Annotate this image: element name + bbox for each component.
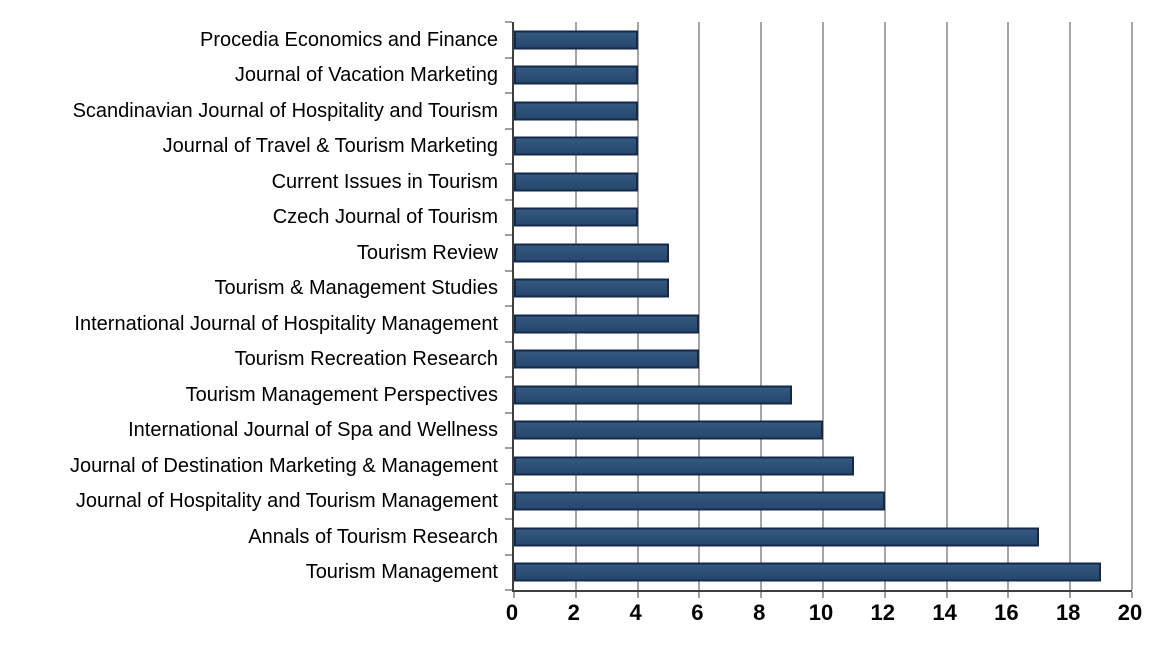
x-axis-tick-10 <box>822 592 824 598</box>
category-axis-tick <box>505 199 512 200</box>
category-axis-tick <box>505 57 512 58</box>
category-label-12: International Journal of Spa and Wellnes… <box>128 419 498 442</box>
category-label-4: Journal of Travel & Tourism Marketing <box>162 135 498 158</box>
category-label-16: Tourism Management <box>305 561 498 584</box>
category-axis-tick <box>505 412 512 413</box>
x-axis-tick-2 <box>575 592 577 598</box>
bar-2 <box>514 65 638 85</box>
category-axis-tick <box>505 447 512 449</box>
bar-16 <box>514 562 1102 582</box>
x-tick-label-2: 2 <box>567 600 580 625</box>
x-tick-label-20: 20 <box>1117 600 1143 625</box>
gridline-x-14 <box>946 22 948 590</box>
x-axis-tick-0 <box>513 592 515 598</box>
category-axis-tick <box>505 234 512 236</box>
bar-10 <box>514 349 700 369</box>
bar-12 <box>514 420 823 440</box>
x-axis-tick-14 <box>946 592 948 598</box>
gridline-x-10 <box>822 22 824 590</box>
category-axis-tick <box>505 483 512 484</box>
bar-15 <box>514 527 1040 547</box>
plot-area <box>505 21 1133 598</box>
x-tick-label-8: 8 <box>753 600 766 625</box>
bar-7 <box>514 243 669 263</box>
category-axis-tick <box>505 270 512 271</box>
gridline-x-18 <box>1069 22 1071 590</box>
category-axis-tick <box>505 163 512 165</box>
x-tick-label-6: 6 <box>691 600 704 625</box>
bar-11 <box>514 385 793 405</box>
category-label-5: Current Issues in Tourism <box>271 170 498 193</box>
category-label-2: Journal of Vacation Marketing <box>234 64 498 87</box>
category-label-1: Procedia Economics and Finance <box>200 28 498 51</box>
category-label-15: Annals of Tourism Research <box>248 525 498 548</box>
x-tick-label-18: 18 <box>1055 600 1081 625</box>
bar-1 <box>514 30 638 50</box>
bar-14 <box>514 491 885 511</box>
category-axis-tick <box>505 376 512 378</box>
x-tick-label-4: 4 <box>629 600 642 625</box>
x-axis-tick-4 <box>637 592 639 598</box>
category-label-7: Tourism Review <box>356 241 498 264</box>
gridline-x-16 <box>1007 22 1009 590</box>
x-tick-label-12: 12 <box>870 600 896 625</box>
bar-13 <box>514 456 854 476</box>
gridline-x-8 <box>760 22 762 590</box>
category-label-8: Tourism & Management Studies <box>214 277 498 300</box>
x-tick-label-16: 16 <box>994 600 1019 625</box>
bar-6 <box>514 207 638 227</box>
x-tick-label-0: 0 <box>505 600 519 625</box>
x-axis-tick-12 <box>884 592 886 598</box>
bar-5 <box>514 172 638 192</box>
bar-9 <box>514 314 700 334</box>
bar-3 <box>514 101 638 121</box>
bar-4 <box>514 136 638 156</box>
x-axis-tick-8 <box>760 592 762 598</box>
category-label-6: Czech Journal of Tourism <box>272 206 498 229</box>
category-axis-tick <box>505 589 512 591</box>
x-axis-tick-16 <box>1007 592 1009 598</box>
category-label-10: Tourism Recreation Research <box>234 348 498 371</box>
gridline-x-4 <box>637 22 639 590</box>
x-axis-tick-20 <box>1131 592 1133 598</box>
category-axis-tick <box>505 21 512 23</box>
x-axis-tick-6 <box>698 592 700 598</box>
category-axis-tick <box>505 128 512 129</box>
x-axis-tick-18 <box>1069 592 1071 598</box>
category-label-3: Scandinavian Journal of Hospitality and … <box>72 99 498 122</box>
x-tick-label-14: 14 <box>932 600 957 625</box>
category-axis-tick <box>505 92 512 94</box>
category-label-11: Tourism Management Perspectives <box>185 383 498 406</box>
gridline-x-20 <box>1131 22 1133 590</box>
gridline-x-12 <box>884 22 886 590</box>
category-axis-tick <box>505 341 512 342</box>
category-label-14: Journal of Hospitality and Tourism Manag… <box>75 490 498 513</box>
category-label-9: International Journal of Hospitality Man… <box>74 312 498 335</box>
x-tick-label-10: 10 <box>808 600 834 625</box>
gridline-x-6 <box>698 22 700 590</box>
category-axis-labels: Procedia Economics and Finance Journal of… <box>0 22 498 590</box>
gridline-x-2 <box>575 22 577 590</box>
category-axis-tick <box>505 305 512 307</box>
category-axis-tick <box>505 554 512 555</box>
bar-8 <box>514 278 669 298</box>
category-label-13: Journal of Destination Marketing & Manag… <box>69 454 498 477</box>
value-axis-labels: 0 2 4 6 8 10 12 14 16 18 20 <box>506 600 1142 630</box>
category-axis-tick <box>505 518 512 520</box>
